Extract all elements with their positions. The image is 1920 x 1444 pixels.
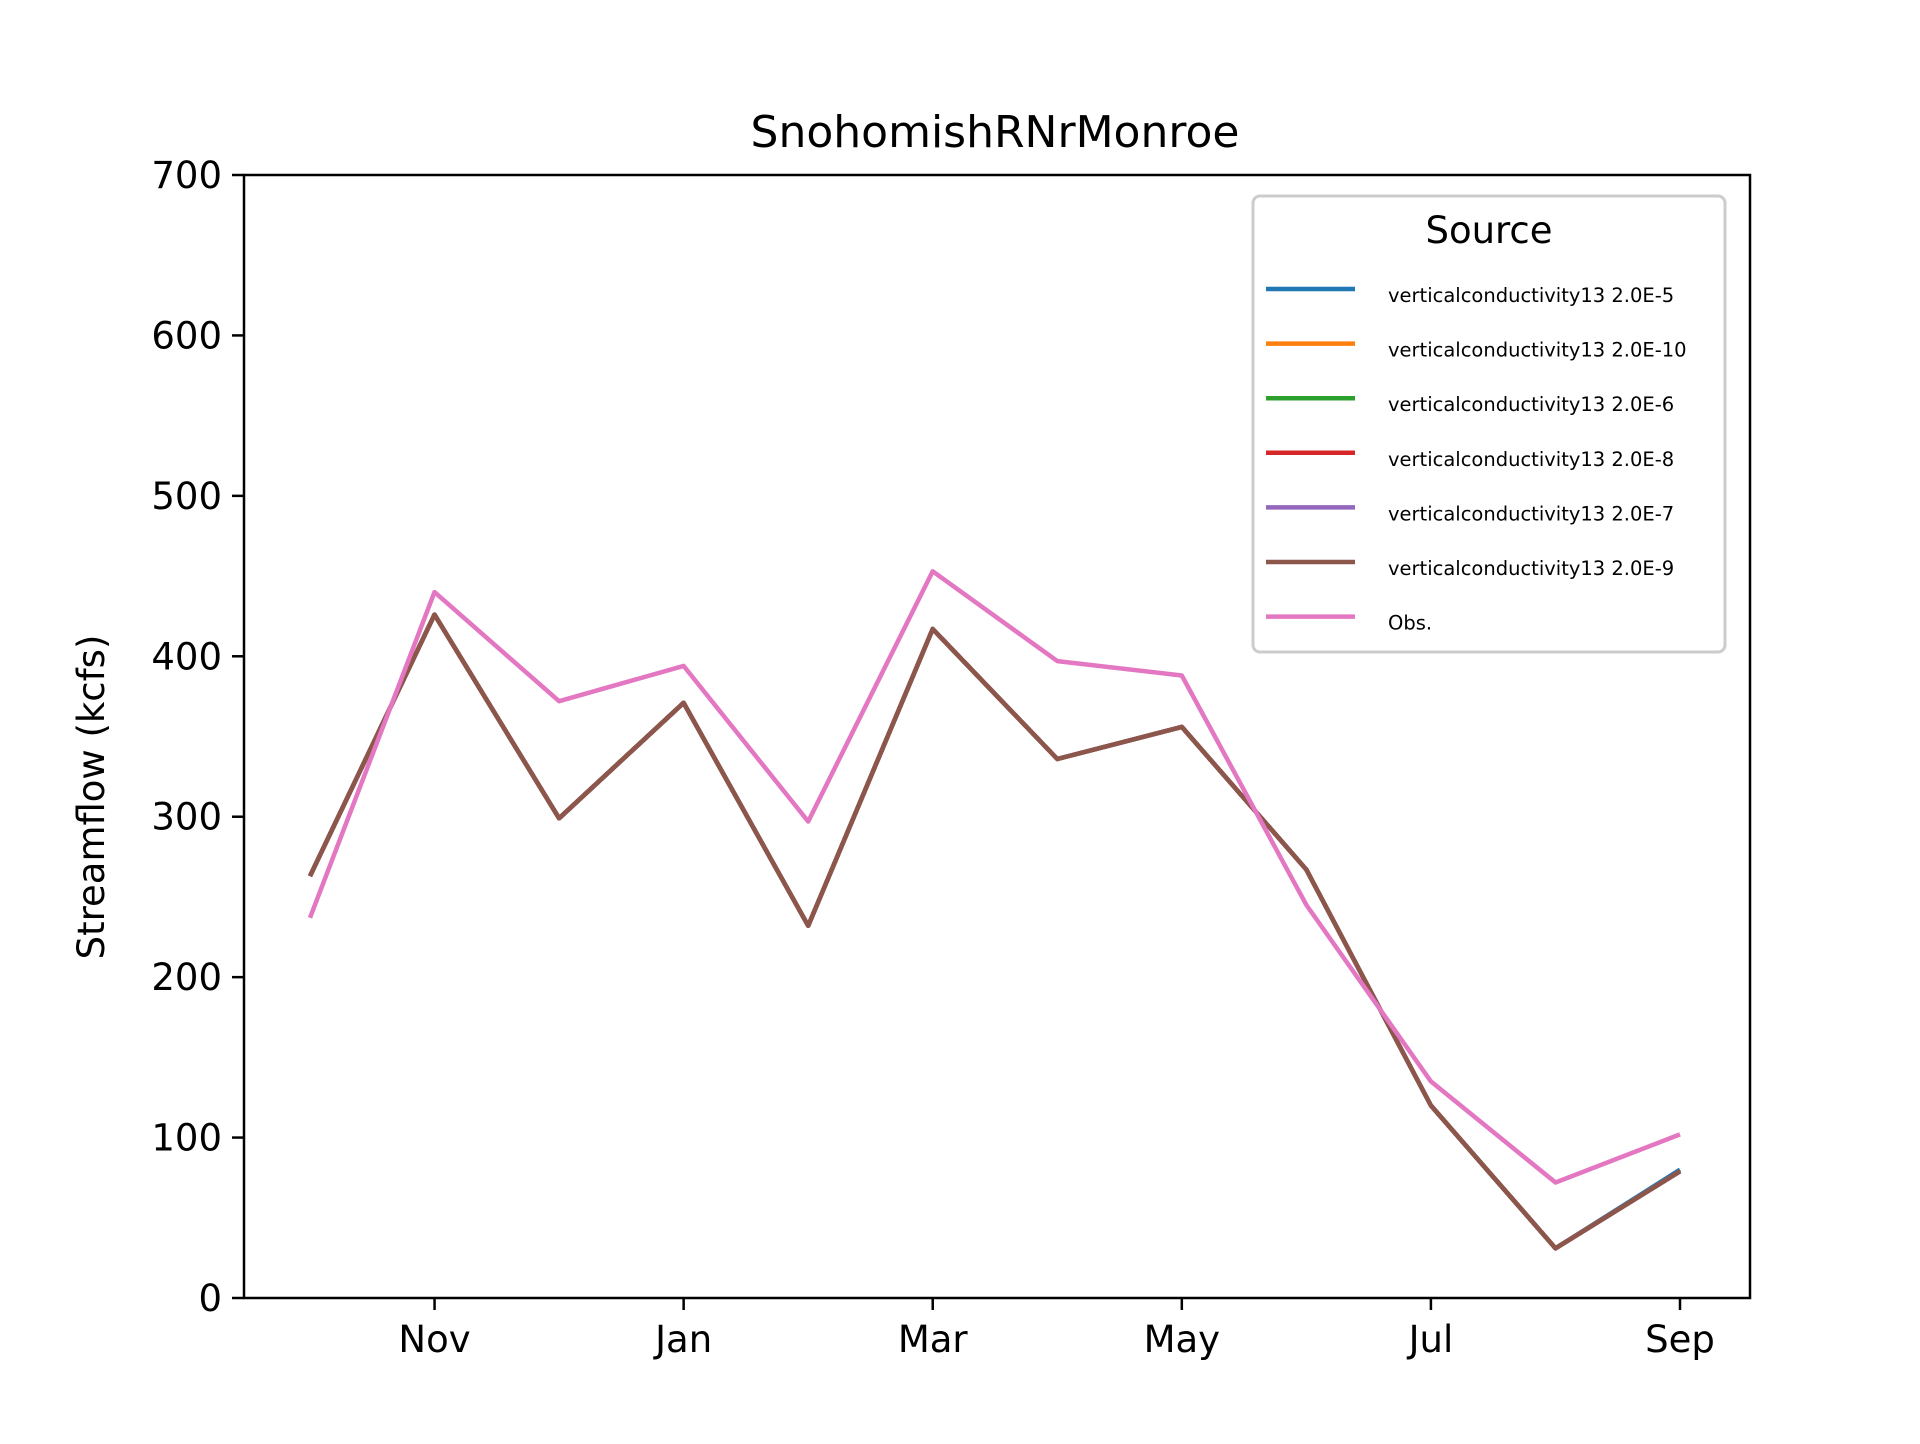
series-line-7: [307, 569, 1681, 1185]
y-tick-label: 300: [151, 796, 222, 839]
legend-title: Source: [1425, 209, 1552, 252]
y-tick-label: 100: [151, 1117, 222, 1160]
legend-label-6: verticalconductivity13 2.0E-9: [1388, 557, 1674, 580]
legend-entries: verticalconductivity13 2.0E-5 verticalcon…: [1266, 284, 1687, 635]
x-tick-label: May: [1144, 1318, 1221, 1361]
y-axis-label: Streamflow (kcfs): [70, 635, 113, 960]
legend-label-2: verticalconductivity13 2.0E-10: [1388, 339, 1687, 362]
legend-label-3: verticalconductivity13 2.0E-6: [1388, 393, 1674, 416]
series-lines: [307, 569, 1682, 1251]
x-tick-label: Sep: [1645, 1318, 1715, 1361]
axes: 0 100 200 300 400 500 600 700 Nov Jan Mar May Jul Sep: [151, 154, 1752, 1361]
y-tick-label: 0: [198, 1277, 222, 1320]
chart-title: SnohomishRNrMonroe: [751, 107, 1240, 158]
legend-label-1: verticalconductivity13 2.0E-5: [1388, 284, 1674, 307]
y-tick-label: 600: [151, 314, 222, 357]
x-tick-label: Jan: [653, 1318, 712, 1361]
x-tick-label: Jul: [1407, 1318, 1454, 1361]
y-tick-label: 400: [151, 635, 222, 678]
x-tick-label: Mar: [898, 1318, 969, 1361]
legend-box: [1251, 194, 1727, 654]
x-tick-label: Nov: [398, 1318, 470, 1361]
y-tick-label: 200: [151, 956, 222, 999]
series-line-6: [307, 612, 1682, 1251]
legend-label-7: Obs.: [1388, 612, 1432, 635]
legend: Source verticalconductivity13 2.0E-5vert…: [1251, 194, 1727, 654]
plot-frame: [242, 173, 1752, 1300]
legend-label-4: verticalconductivity13 2.0E-8: [1388, 448, 1674, 471]
y-tick-label: 700: [151, 154, 222, 197]
y-tick-label: 500: [151, 475, 222, 518]
legend-label-5: verticalconductivity13 2.0E-7: [1388, 502, 1674, 525]
